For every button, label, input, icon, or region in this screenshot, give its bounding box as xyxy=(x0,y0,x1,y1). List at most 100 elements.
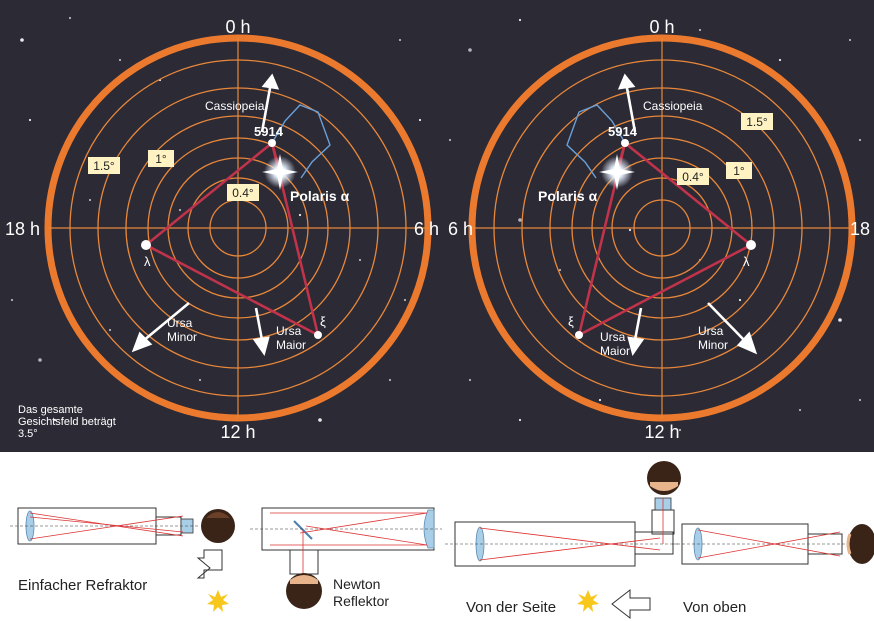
background-star xyxy=(518,418,522,422)
arrow-left-icon xyxy=(196,549,223,579)
background-star xyxy=(118,58,122,62)
ring-label-box xyxy=(148,150,174,167)
background-star xyxy=(518,218,522,222)
background-star xyxy=(418,118,422,122)
background-star xyxy=(10,298,14,302)
ursa-minor-triangle xyxy=(143,140,320,338)
side-view-label: Von der Seite xyxy=(466,599,556,616)
observer-face xyxy=(650,482,678,491)
background-star xyxy=(68,16,72,20)
star-5914-label: 5914 xyxy=(254,124,284,139)
ring-0-4-label: 0.4° xyxy=(232,186,254,200)
lambda-label: λ xyxy=(144,254,151,269)
top-view-label: Von oben xyxy=(683,599,746,616)
hour-top: 0 h xyxy=(225,17,250,37)
refractor-label: Einfacher Refraktor xyxy=(18,577,147,594)
xi-label: ξ xyxy=(320,314,326,329)
background-star xyxy=(178,208,182,212)
hour-right: 18 xyxy=(850,219,870,239)
background-star xyxy=(468,378,472,382)
ursa-maior-label-2: Maior xyxy=(600,344,630,358)
field-of-view-note: Das gesamte Gesichtsfeld beträgt 3.5° xyxy=(18,404,116,440)
ring-label-box xyxy=(677,168,709,185)
background-star xyxy=(698,28,702,32)
arrow-ursa-maior xyxy=(627,336,645,357)
background-star xyxy=(678,428,682,432)
arrow-ursa-minor xyxy=(736,331,758,355)
background-star xyxy=(108,328,112,332)
background-star xyxy=(53,418,57,422)
ring-1-label: 1° xyxy=(733,164,745,178)
hour-bottom: 12 h xyxy=(220,422,255,442)
top-view-diagram: Von oben xyxy=(672,523,874,616)
refractor-diagram: Einfacher Refraktor xyxy=(10,507,235,612)
side-focuser xyxy=(634,531,674,555)
star-xi xyxy=(314,331,322,339)
polaris-star-icon xyxy=(599,154,635,190)
sun-icon xyxy=(577,590,599,612)
background-star xyxy=(318,418,322,422)
cassiopeia-label: Cassiopeia xyxy=(205,99,265,113)
star-xi xyxy=(575,331,583,339)
arrow-cassiopeia xyxy=(617,73,636,90)
star-lambda xyxy=(141,240,151,250)
side-view-diagram: Von der Seite xyxy=(445,461,681,620)
background-star xyxy=(468,48,472,52)
ring-0-4-label: 0.4° xyxy=(682,170,704,184)
sun-icon xyxy=(207,590,229,612)
xi-label: ξ xyxy=(568,314,574,329)
background-star xyxy=(403,298,407,302)
light-rays xyxy=(479,498,664,561)
polaris-label: Polaris α xyxy=(290,188,350,204)
light-rays xyxy=(29,512,184,540)
background-star xyxy=(778,58,782,62)
background-star xyxy=(20,38,24,42)
ring-label-box xyxy=(88,157,120,174)
ursa-maior-label-2: Maior xyxy=(276,338,306,352)
background-star xyxy=(848,38,852,42)
polaris-label: Polaris α xyxy=(538,188,598,204)
hour-right: 6 h xyxy=(414,219,439,239)
ring-label-box xyxy=(741,113,773,130)
background-star xyxy=(738,298,742,302)
background-star xyxy=(198,378,202,382)
newton-focuser xyxy=(289,549,319,575)
light-rays xyxy=(697,529,841,559)
observer-face xyxy=(846,533,852,555)
primary-mirror xyxy=(423,509,435,549)
background-star xyxy=(858,138,862,142)
ursa-maior-label-1: Ursa xyxy=(276,324,302,338)
direction-arrows xyxy=(617,73,758,357)
background-star xyxy=(28,118,32,122)
note-line-3: 3.5° xyxy=(18,428,38,440)
ursa-minor-label-1: Ursa xyxy=(698,324,724,338)
hour-top: 0 h xyxy=(649,17,674,37)
newton-diagram: Newton Reflektor xyxy=(250,507,442,609)
background-star xyxy=(798,408,802,412)
cassiopeia-lines xyxy=(566,104,626,179)
background-star xyxy=(628,228,632,232)
background-star xyxy=(558,268,562,272)
ring-1-label: 1° xyxy=(155,152,167,166)
lambda-label: λ xyxy=(743,254,750,269)
observer-hair xyxy=(206,512,230,518)
ursa-minor-label-1: Ursa xyxy=(167,316,193,330)
background-star xyxy=(88,198,92,202)
cassiopeia-label: Cassiopeia xyxy=(643,99,703,113)
observer-face xyxy=(290,575,318,584)
background-star xyxy=(838,318,842,322)
star-5914 xyxy=(621,139,629,147)
background-star xyxy=(398,38,402,42)
note-line-2: Gesichtsfeld beträgt xyxy=(18,416,116,428)
telescope-diagrams: Einfacher Refraktor Newton Reflektor xyxy=(10,461,874,620)
star-lambda xyxy=(746,240,756,250)
ursa-minor-label-2: Minor xyxy=(698,338,728,352)
ring-label-box xyxy=(726,162,752,179)
ring-1-5-label: 1.5° xyxy=(746,115,768,129)
direction-arrows xyxy=(131,73,280,357)
arrow-cassiopeia xyxy=(261,73,280,90)
note-line-1: Das gesamte xyxy=(18,404,83,416)
arrow-ursa-maior xyxy=(252,336,270,357)
background-star xyxy=(518,18,522,22)
